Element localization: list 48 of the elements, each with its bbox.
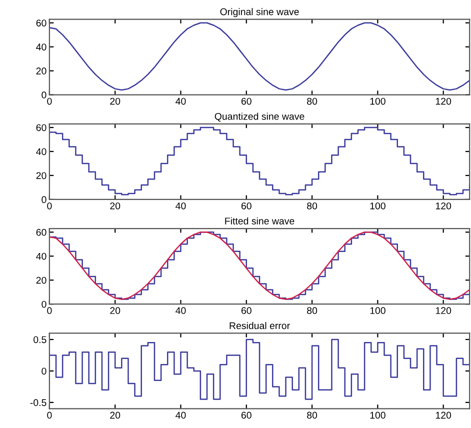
y-tick-label: 0 bbox=[42, 92, 46, 98]
x-tick-label: 60 bbox=[241, 98, 252, 105]
x-tick-label: 120 bbox=[436, 412, 452, 419]
x-tick-label: 0 bbox=[47, 307, 52, 314]
x-tick-label: 120 bbox=[436, 98, 452, 105]
x-tick-label: 100 bbox=[370, 412, 386, 419]
x-tick-label: 60 bbox=[241, 307, 252, 314]
y-tick-label: 40 bbox=[36, 44, 46, 50]
x-tick-label: 120 bbox=[436, 202, 452, 210]
y-tick-label: 20 bbox=[36, 172, 46, 180]
chart-title: Original sine wave bbox=[220, 8, 299, 18]
y-tick-label: 40 bbox=[36, 252, 46, 260]
x-tick-label: 60 bbox=[241, 202, 252, 210]
y-tick-label: 40 bbox=[36, 148, 46, 156]
x-tick-label: 120 bbox=[436, 307, 452, 314]
x-tick-label: 40 bbox=[176, 307, 186, 314]
x-tick-label: 40 bbox=[176, 98, 186, 105]
x-tick-label: 40 bbox=[176, 412, 186, 419]
x-tick-label: 100 bbox=[370, 307, 386, 314]
x-tick-label: 0 bbox=[47, 202, 52, 210]
y-tick-label: -0.5 bbox=[30, 399, 46, 406]
line-series bbox=[49, 22, 470, 91]
x-tick-label: 40 bbox=[176, 202, 186, 210]
x-tick-label: 80 bbox=[307, 98, 318, 105]
chart-title: Quantized sine wave bbox=[214, 112, 304, 122]
x-tick-label: 0 bbox=[47, 98, 52, 105]
x-tick-label: 80 bbox=[307, 412, 318, 419]
y-tick-label: 0 bbox=[42, 300, 46, 308]
y-tick-label: 60 bbox=[36, 20, 46, 26]
y-tick-label: 20 bbox=[36, 68, 46, 74]
x-tick-label: 20 bbox=[110, 202, 120, 210]
y-tick-label: 0 bbox=[42, 368, 46, 375]
y-tick-label: 20 bbox=[36, 276, 46, 284]
x-tick-label: 100 bbox=[370, 98, 386, 105]
x-tick-label: 80 bbox=[307, 202, 318, 210]
y-tick-label: 0 bbox=[42, 196, 46, 204]
x-tick-label: 80 bbox=[307, 307, 318, 314]
x-tick-label: 0 bbox=[47, 412, 52, 419]
y-tick-label: 0.5 bbox=[34, 336, 46, 344]
chart-title: Residual error bbox=[230, 322, 290, 330]
y-tick-label: 60 bbox=[36, 228, 46, 236]
y-tick-label: 60 bbox=[36, 124, 46, 132]
x-tick-label: 60 bbox=[241, 412, 252, 419]
x-tick-label: 20 bbox=[110, 307, 120, 314]
x-tick-label: 100 bbox=[370, 202, 386, 210]
x-tick-label: 20 bbox=[110, 412, 120, 419]
chart-title: Fitted sine wave bbox=[225, 217, 294, 224]
x-tick-label: 20 bbox=[110, 98, 120, 105]
